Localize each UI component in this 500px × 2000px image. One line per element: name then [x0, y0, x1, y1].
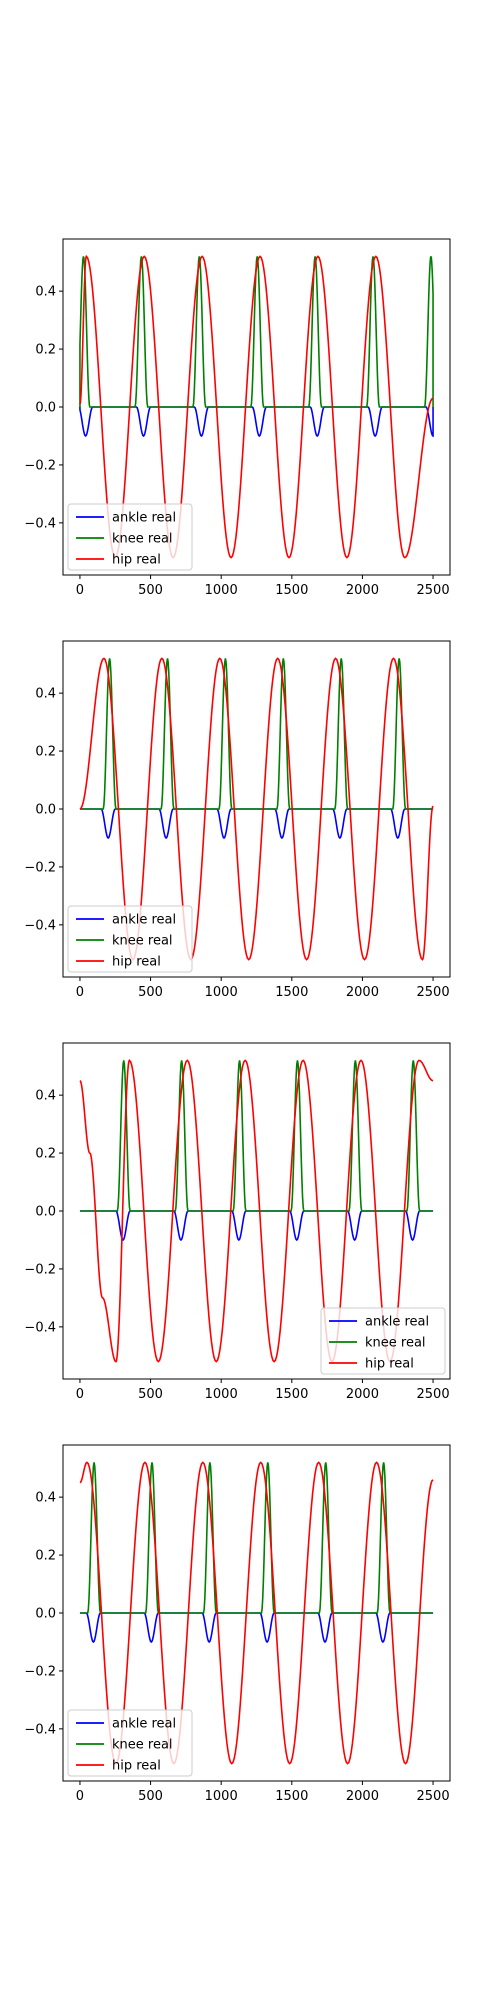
- series-line-knee-real: [79, 658, 434, 810]
- legend-label: knee real: [112, 1738, 173, 1753]
- y-tick-label: −0.2: [24, 1262, 56, 1277]
- legend-label: knee real: [365, 1336, 426, 1351]
- legend: ankle real knee real hip real: [67, 503, 193, 571]
- series-line-hip-real: [79, 1058, 434, 1363]
- legend-label: hip real: [112, 955, 161, 970]
- x-tick-label: 1500: [275, 985, 308, 1000]
- legend: ankle real knee real hip real: [67, 1709, 193, 1777]
- y-tick-label: 0.4: [35, 1491, 56, 1506]
- y-tick-label: 0.0: [35, 1205, 56, 1220]
- y-tick-label: 0.0: [35, 803, 56, 818]
- legend-box: [67, 503, 193, 571]
- x-tick-label: 0: [76, 583, 84, 598]
- legend-box: [67, 905, 193, 973]
- series-line-knee-real: [79, 1060, 434, 1212]
- legend-label: hip real: [365, 1357, 414, 1372]
- y-tick-label: 0.2: [35, 1147, 56, 1162]
- chart-panel-3: 0 500 1000 1500 2000 2500 0.4 0.2 0.0 −0.2 −0.4 ank…: [24, 1042, 451, 1402]
- x-tick-label: 500: [138, 1387, 163, 1402]
- y-tick-label: 0.4: [35, 687, 56, 702]
- x-tick-label: 0: [76, 1789, 84, 1804]
- y-tick-label: −0.2: [24, 1664, 56, 1679]
- x-tick-label: 1500: [275, 1789, 308, 1804]
- legend-label: knee real: [112, 532, 173, 547]
- legend-label: hip real: [112, 1759, 161, 1774]
- legend-label: ankle real: [112, 1717, 176, 1732]
- y-tick-label: 0.2: [35, 343, 56, 358]
- legend-label: ankle real: [112, 511, 176, 526]
- legend-label: ankle real: [365, 1315, 429, 1330]
- x-tick-label: 2000: [346, 1789, 379, 1804]
- x-tick-label: 2000: [346, 583, 379, 598]
- legend-label: hip real: [112, 553, 161, 568]
- legend: ankle real knee real hip real: [320, 1307, 446, 1375]
- x-tick-label: 1500: [275, 1387, 308, 1402]
- x-tick-label: 1500: [275, 583, 308, 598]
- series-line-ankle-real: [79, 1612, 434, 1644]
- y-tick-label: 0.0: [35, 1607, 56, 1622]
- x-tick-label: 0: [76, 1387, 84, 1402]
- series-line-ankle-real: [79, 1210, 434, 1242]
- y-tick-label: −0.4: [24, 516, 56, 531]
- x-tick-label: 2500: [417, 985, 450, 1000]
- legend: ankle real knee real hip real: [67, 905, 193, 973]
- y-tick-label: 0.4: [35, 1089, 56, 1104]
- x-tick-label: 1000: [205, 985, 238, 1000]
- x-tick-label: 2000: [346, 1387, 379, 1402]
- chart-panel-2: 0 500 1000 1500 2000 2500 0.4 0.2 0.0 −0.2 −0.4 ank…: [24, 640, 451, 1000]
- legend-box: [320, 1307, 446, 1375]
- x-tick-label: 2500: [417, 583, 450, 598]
- x-tick-label: 2000: [346, 985, 379, 1000]
- y-tick-label: 0.2: [35, 1549, 56, 1564]
- x-tick-label: 1000: [205, 1789, 238, 1804]
- x-tick-label: 2500: [417, 1387, 450, 1402]
- x-tick-label: 2500: [417, 1789, 450, 1804]
- series-line-ankle-real: [79, 808, 434, 840]
- y-tick-label: −0.2: [24, 860, 56, 875]
- series-line-knee-real: [79, 256, 434, 408]
- legend-label: knee real: [112, 934, 173, 949]
- y-tick-label: 0.0: [35, 401, 56, 416]
- y-tick-label: 0.2: [35, 745, 56, 760]
- x-tick-label: 500: [138, 985, 163, 1000]
- x-tick-label: 1000: [205, 1387, 238, 1402]
- x-tick-label: 500: [138, 583, 163, 598]
- chart-panel-1: 0 500 1000 1500 2000 2500 0.4 0.2 0.0 −0.2 −0.4 ank…: [24, 238, 451, 598]
- legend-label: ankle real: [112, 913, 176, 928]
- series-line-ankle-real: [79, 406, 434, 438]
- y-tick-label: −0.4: [24, 918, 56, 933]
- chart-panel-4: 0 500 1000 1500 2000 2500 0.4 0.2 0.0 −0.2 −0.4 ank…: [24, 1444, 451, 1804]
- y-tick-label: −0.4: [24, 1722, 56, 1737]
- legend-box: [67, 1709, 193, 1777]
- y-tick-label: 0.4: [35, 285, 56, 300]
- y-tick-label: −0.4: [24, 1320, 56, 1335]
- x-tick-label: 500: [138, 1789, 163, 1804]
- y-tick-label: −0.2: [24, 458, 56, 473]
- x-tick-label: 1000: [205, 583, 238, 598]
- x-tick-label: 0: [76, 985, 84, 1000]
- series-line-knee-real: [79, 1462, 434, 1614]
